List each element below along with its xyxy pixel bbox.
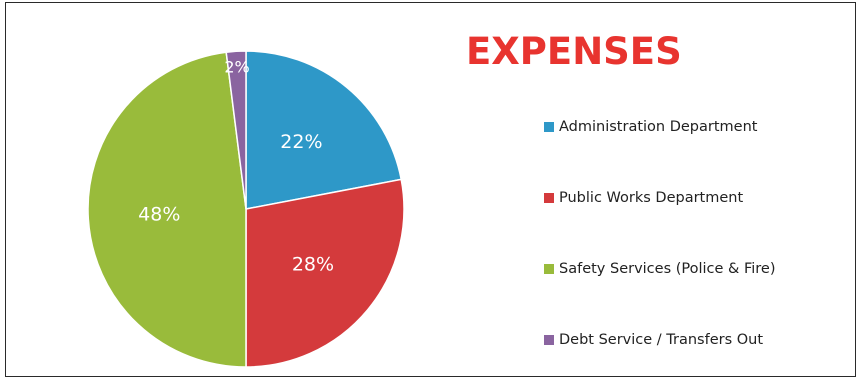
- legend: Administration Department Public Works D…: [544, 117, 844, 350]
- legend-swatch-public-works: [544, 193, 554, 203]
- legend-swatch-debt-service: [544, 335, 554, 345]
- legend-item-administration: Administration Department: [544, 117, 844, 137]
- pie-slice-administration: [245, 50, 403, 210]
- pie-label-administration: 22%: [280, 131, 322, 153]
- legend-label-safety-services: Safety Services (Police & Fire): [559, 261, 776, 277]
- pie-label-debt-service: 2%: [224, 58, 249, 77]
- legend-swatch-administration: [544, 122, 554, 132]
- legend-label-administration: Administration Department: [559, 119, 758, 135]
- pie-label-public-works: 28%: [292, 253, 334, 275]
- legend-item-safety-services: Safety Services (Police & Fire): [544, 259, 844, 279]
- pie-slice-public-works: [245, 178, 405, 368]
- legend-label-public-works: Public Works Department: [559, 190, 744, 206]
- legend-label-debt-service: Debt Service / Transfers Out: [559, 332, 764, 348]
- legend-item-debt-service: Debt Service / Transfers Out: [544, 330, 844, 350]
- legend-item-public-works: Public Works Department: [544, 188, 844, 208]
- pie-label-safety-services: 48%: [138, 203, 180, 225]
- legend-swatch-safety-services: [544, 264, 554, 274]
- chart-title: EXPENSES: [466, 30, 682, 73]
- pie-slice-debt-service: [225, 50, 247, 210]
- pie-slice-safety-services: [87, 51, 247, 368]
